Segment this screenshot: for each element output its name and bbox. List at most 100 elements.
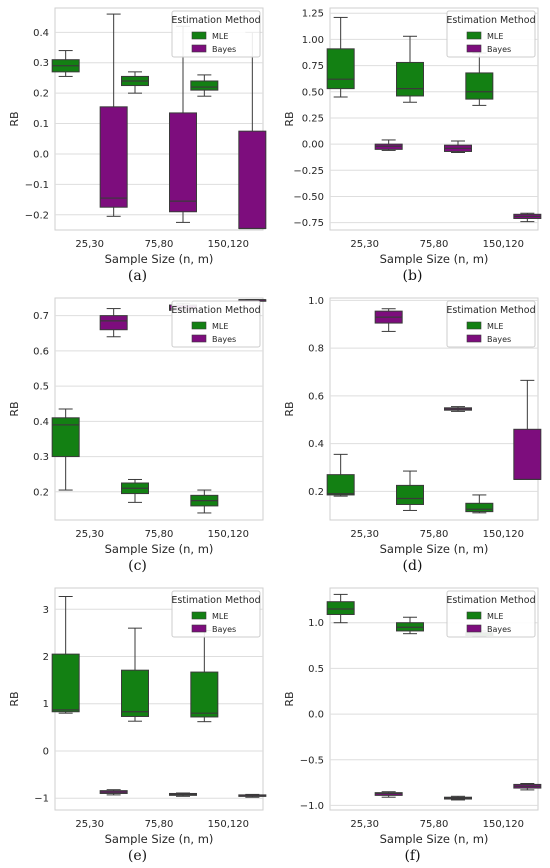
legend: Estimation Method MLE Bayes (171, 300, 261, 348)
x-tick-label: 75,80 (145, 819, 174, 830)
legend-label-mle: MLE (212, 322, 228, 331)
box-body (238, 130, 267, 229)
chart-panel-4: 0.2 0.4 0.6 0.8 1.0 25,30 75,80 150,120 RB Sample… (283, 296, 542, 555)
legend-title: Estimation Method (171, 595, 260, 606)
panel-caption: (d) (402, 558, 423, 574)
legend-swatch-mle (466, 31, 482, 40)
y-tick-label: 0.7 (33, 311, 49, 322)
y-axis-label: RB (283, 401, 296, 416)
box-mle-25-30 (51, 408, 80, 491)
y-tick-label: 0.6 (33, 346, 49, 357)
box-mle-150-120 (190, 630, 219, 723)
panel-caption: (b) (402, 268, 423, 284)
x-axis-label: Sample Size (n, m) (380, 542, 489, 555)
box-body (465, 502, 494, 513)
legend: Estimation Method MLE Bayes (446, 10, 536, 58)
y-tick-label: −0.2 (25, 210, 49, 221)
box-mle-75-80 (396, 616, 424, 635)
chart-panel-2: −0.75 −0.50 −0.25 0.00 0.25 0.50 0.75 1.00 1.25 2… (283, 7, 542, 265)
x-tick-label: 75,80 (145, 529, 174, 540)
y-tick-label: 0.2 (33, 487, 49, 498)
legend-swatch-mle (191, 611, 207, 620)
y-axis-label: RB (8, 401, 21, 416)
x-tick-label: 75,80 (420, 819, 449, 830)
box-body (513, 428, 542, 480)
y-tick-label: 1.0 (308, 296, 324, 307)
y-axis-label: RB (283, 111, 296, 126)
box-body (51, 417, 80, 458)
y-tick-label: 0.50 (302, 87, 324, 98)
box-body (169, 112, 197, 213)
y-tick-label: 0.3 (33, 452, 49, 463)
chart-panel-6: −1.0 −0.5 0.0 0.5 1.0 25,30 75,80 150,120 RB Samp… (283, 587, 542, 845)
legend-swatch-bayes (466, 334, 482, 343)
y-tick-label: 0.00 (302, 140, 324, 151)
legend-swatch-bayes (466, 624, 482, 633)
box-body (51, 653, 80, 713)
plot-area (329, 297, 539, 521)
box-bayes-150-120 (238, 793, 267, 798)
y-axis-label: RB (8, 111, 21, 126)
y-tick-label: 0.4 (308, 439, 324, 450)
y-tick-label: −0.50 (293, 192, 324, 203)
box-body (326, 474, 355, 496)
legend-title: Estimation Method (446, 305, 535, 316)
legend-label-mle: MLE (487, 32, 503, 41)
legend-title: Estimation Method (171, 305, 260, 316)
y-tick-label: 0.2 (33, 89, 49, 100)
x-tick-label: 25,30 (75, 239, 104, 250)
box-mle-25-30 (51, 50, 80, 77)
x-tick-label: 150,120 (208, 529, 249, 540)
box-mle-75-80 (396, 35, 424, 103)
legend-label-bayes: Bayes (487, 625, 511, 634)
box-mle-25-30 (326, 593, 355, 624)
box-body (99, 106, 128, 208)
y-tick-label: 1.0 (308, 618, 324, 629)
y-tick-label: −1.0 (300, 801, 324, 812)
x-tick-label: 25,30 (350, 239, 379, 250)
box-mle-150-120 (190, 74, 219, 97)
legend-swatch-bayes (466, 44, 482, 53)
box-mle-75-80 (121, 627, 149, 722)
box-bayes-150-120 (513, 212, 542, 223)
legend-label-bayes: Bayes (212, 625, 236, 634)
y-tick-label: 0.75 (302, 61, 324, 72)
y-tick-label: −0.5 (300, 755, 324, 766)
y-tick-label: 2 (43, 652, 49, 663)
panel-caption: (a) (127, 268, 148, 284)
y-tick-label: 0.2 (308, 487, 324, 498)
box-bayes-25-30 (374, 308, 403, 332)
y-tick-label: 0 (43, 746, 49, 757)
legend-title: Estimation Method (171, 15, 260, 26)
legend-swatch-bayes (191, 334, 207, 343)
legend-title: Estimation Method (446, 15, 535, 26)
y-tick-label: 0.1 (33, 119, 49, 130)
box-mle-150-120 (465, 494, 494, 514)
x-tick-label: 25,30 (350, 819, 379, 830)
box-body (121, 669, 149, 717)
y-axis-label: RB (283, 691, 296, 706)
panel-caption: (f) (404, 848, 421, 864)
box-bayes-75-80 (169, 792, 197, 797)
x-axis-label: Sample Size (n, m) (105, 542, 214, 555)
x-tick-label: 150,120 (208, 819, 249, 830)
y-tick-label: 1.25 (302, 9, 324, 20)
legend-label-mle: MLE (212, 32, 228, 41)
box-bayes-25-30 (374, 791, 403, 798)
x-axis-label: Sample Size (n, m) (105, 832, 214, 845)
legend-label-mle: MLE (487, 322, 503, 331)
box-mle-75-80 (121, 71, 149, 94)
box-bayes-25-30 (99, 308, 128, 338)
x-tick-label: 75,80 (420, 239, 449, 250)
box-mle-75-80 (396, 470, 424, 511)
x-tick-label: 25,30 (75, 819, 104, 830)
box-mle-25-30 (51, 596, 80, 714)
y-tick-label: −1 (34, 794, 49, 805)
box-bayes-150-120 (513, 379, 542, 481)
y-tick-label: 0.5 (308, 664, 324, 675)
legend: Estimation Method MLE Bayes (171, 590, 261, 638)
x-tick-label: 150,120 (483, 819, 524, 830)
legend-title: Estimation Method (446, 595, 535, 606)
box-body (190, 80, 219, 91)
panel-caption: (e) (127, 848, 148, 864)
